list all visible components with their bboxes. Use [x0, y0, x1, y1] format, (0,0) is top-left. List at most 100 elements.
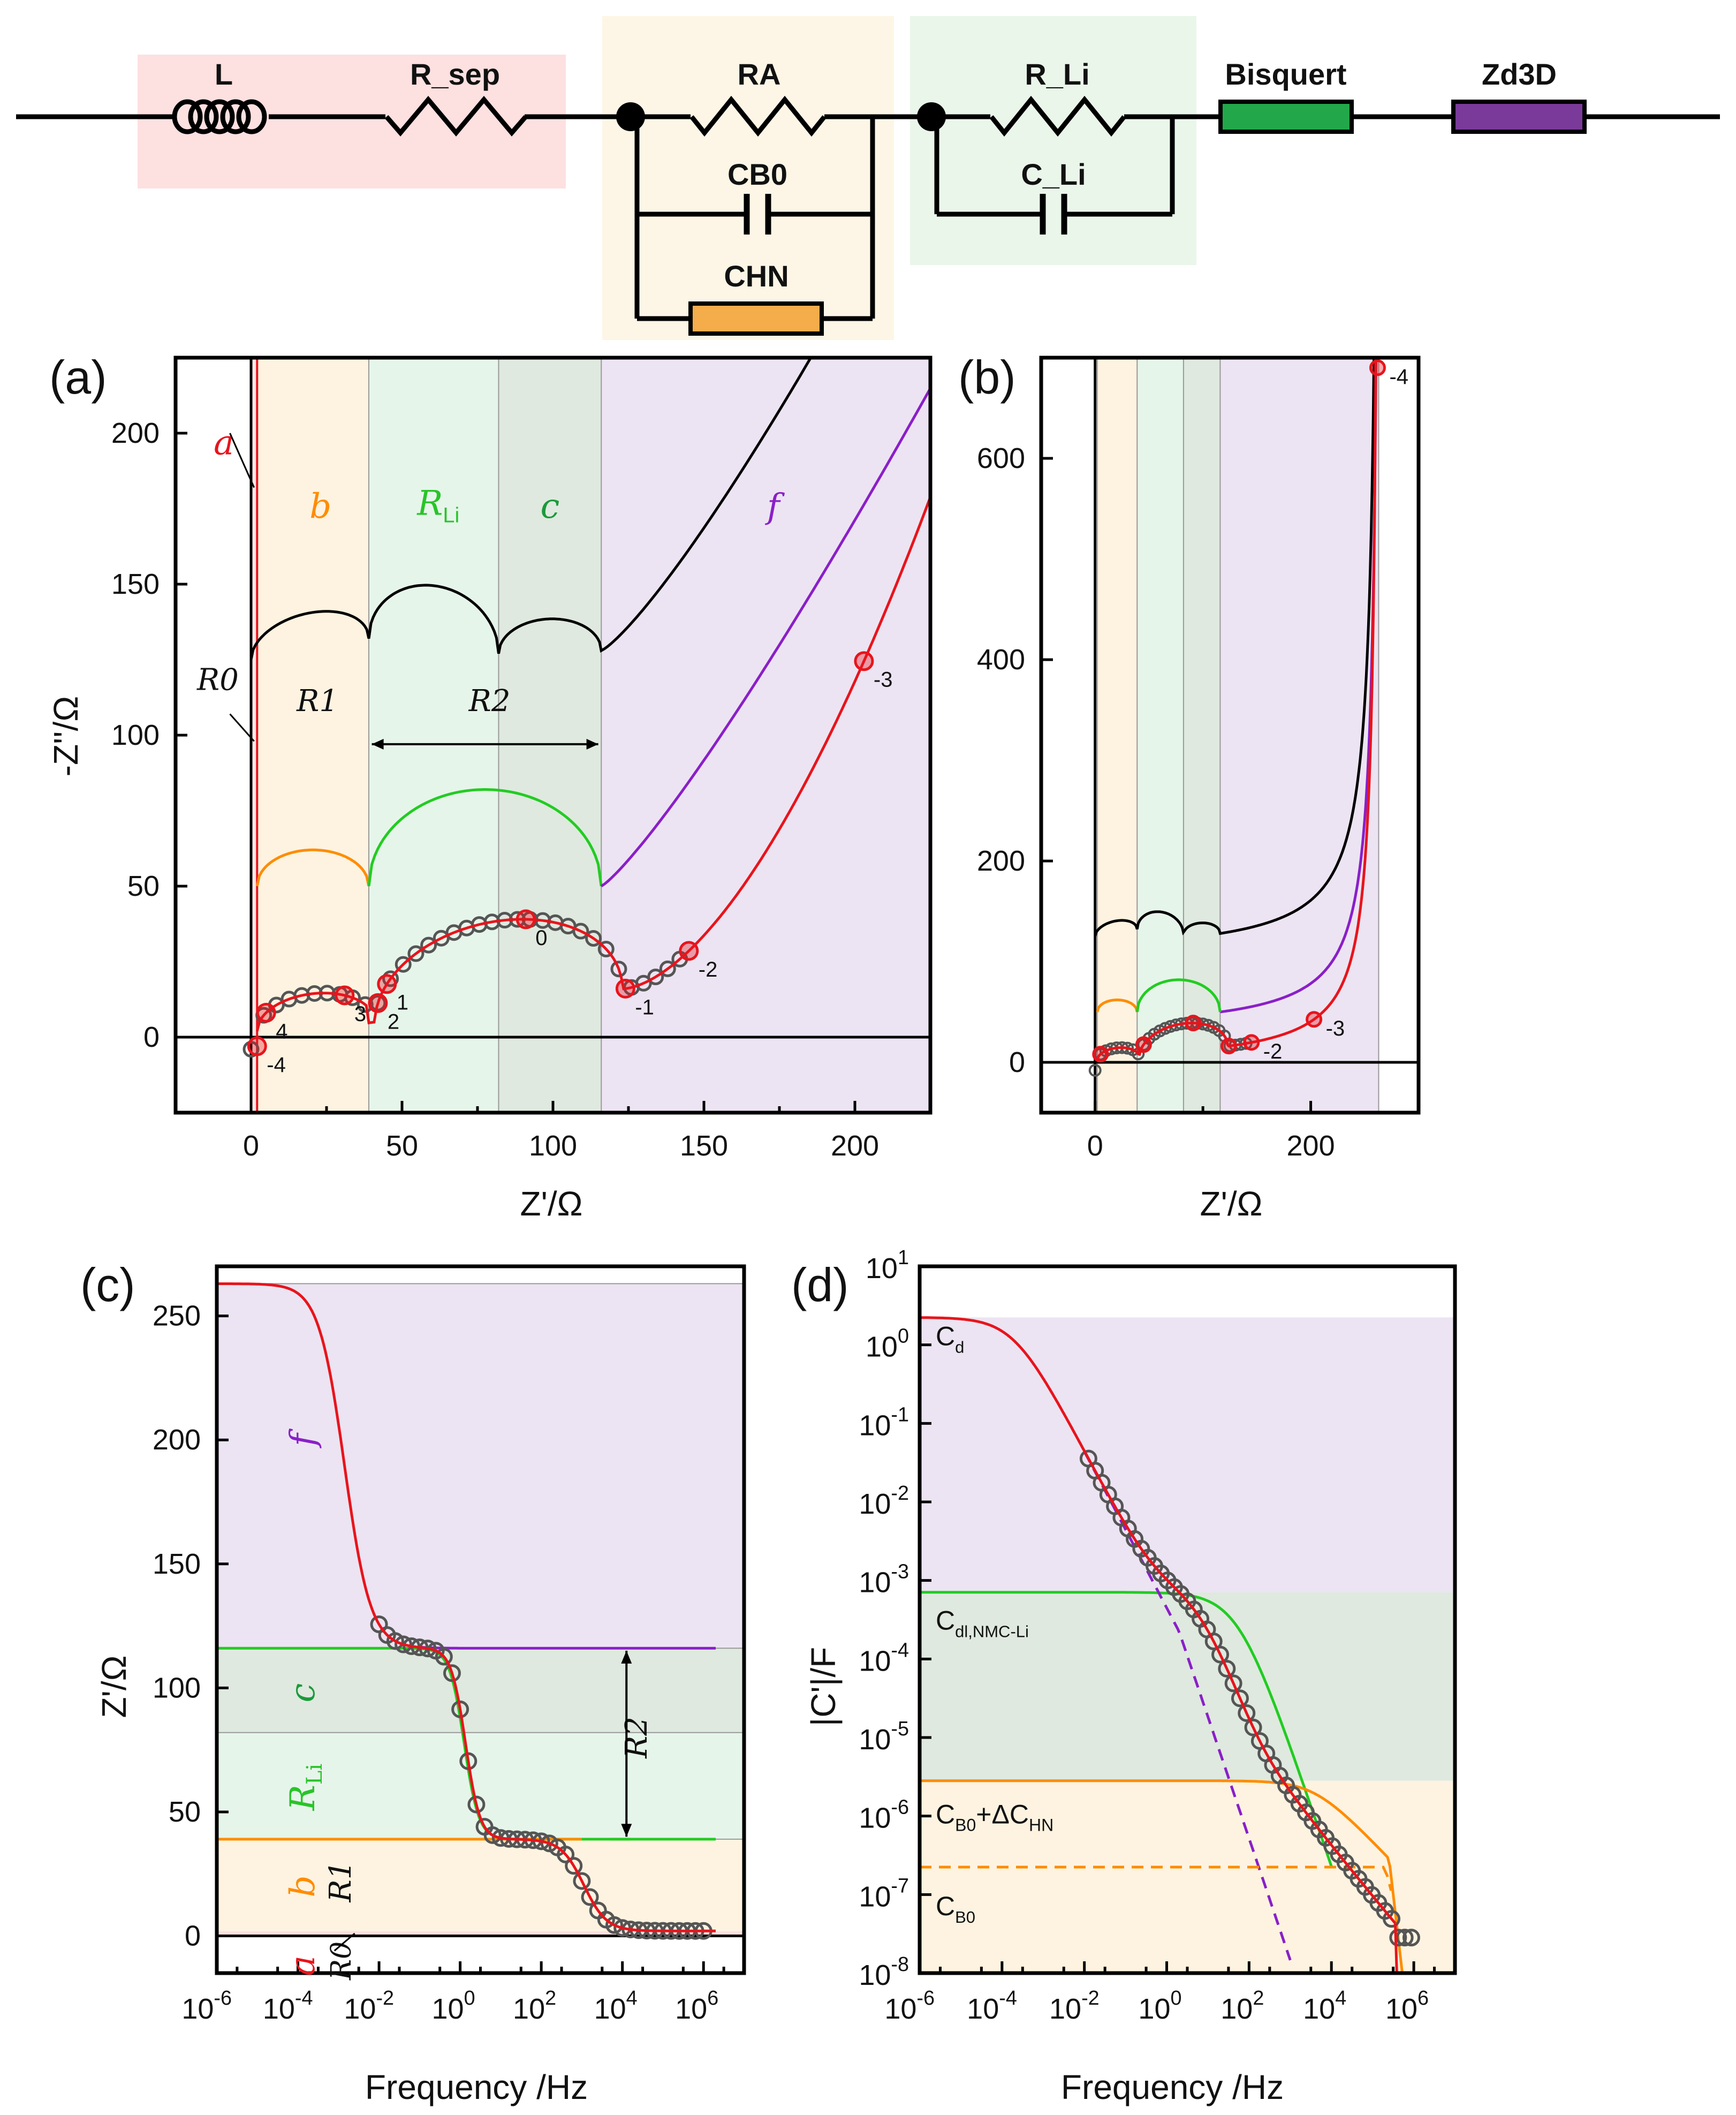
y-tick-label: 400: [977, 644, 1025, 676]
y-tick-label: 250: [153, 1300, 201, 1332]
frequency-decade-marker: [854, 651, 874, 671]
zone-label-a: a: [283, 1955, 323, 1976]
y-tick-label: 200: [153, 1424, 201, 1456]
x-tick-label: 102: [1220, 1987, 1264, 2025]
decade-label: -4: [267, 1053, 286, 1077]
zone-f: [920, 1317, 1455, 1592]
label-cd: Cd: [936, 1321, 964, 1356]
panel-d-plot-area: [920, 1316, 1455, 1973]
y-tick-label: 600: [977, 442, 1025, 474]
x-tick-label: 200: [831, 1130, 879, 1162]
y-tick-label: 100: [866, 1325, 909, 1363]
frequency-decade-marker: [1220, 1038, 1237, 1055]
measured-marker: [573, 1872, 591, 1890]
label-cdl: Cdl,NMC-Li: [936, 1606, 1029, 1641]
measured-marker: [1088, 1064, 1102, 1077]
x-tick-label: 10-4: [263, 1987, 313, 2025]
panel-a-label: (a): [49, 351, 107, 404]
label-cb0: CB0: [936, 1891, 975, 1927]
y-tick-label: 50: [127, 870, 160, 902]
panel-b-x-axis-title: Z'/Ω: [1200, 1184, 1263, 1223]
series-purple-curve: [419, 1645, 716, 1650]
frequency-decade-marker: [516, 909, 536, 930]
measured-marker: [382, 970, 399, 987]
measured-markers: [1079, 1449, 1420, 1947]
decade-label: 3: [354, 1002, 366, 1026]
decade-label: 2: [388, 1010, 399, 1033]
series-red-fit-curve: [255, 496, 930, 1032]
frequency-decade-marker: [679, 941, 699, 961]
zone-label-rli: RLi: [416, 484, 459, 527]
zone-c: [920, 1592, 1455, 1781]
measured-marker: [1244, 1718, 1262, 1736]
inductor-label: L: [215, 57, 233, 91]
panel-b-label: (b): [958, 351, 1016, 404]
x-tick-label: 200: [1287, 1130, 1335, 1162]
decade-label: -2: [1263, 1040, 1283, 1063]
series-green-curve: [367, 788, 603, 887]
series-black-curve: [249, 358, 813, 660]
chn-element-box: [688, 301, 824, 336]
x-tick-label: 10-6: [181, 1987, 232, 2025]
panel-c-y-axis-title: Z'/Ω: [95, 1656, 133, 1718]
y-tick-label: 10-8: [859, 1953, 909, 1991]
decade-label: 4: [276, 1019, 287, 1043]
zd3d-element-box: [1451, 100, 1587, 134]
measured-marker: [585, 930, 602, 947]
measured-marker: [369, 994, 386, 1011]
zone-rli: [368, 358, 499, 1113]
decade-label: 1: [397, 991, 408, 1015]
measured-marker: [540, 1834, 558, 1853]
decade-label: -2: [699, 958, 718, 981]
frequency-decade-marker: [1369, 359, 1386, 376]
zone-b: [1097, 358, 1138, 1113]
rli-resistor-symbol: [989, 95, 1126, 137]
equivalent-circuit: L R_sep RA CB0 CHN R_Li C_Li: [16, 16, 1720, 340]
x-tick-label: 106: [1385, 1987, 1429, 2025]
ra-resistor-symbol: [689, 95, 827, 137]
zone-b: [217, 1839, 744, 1931]
measured-marker: [1218, 1659, 1236, 1678]
series-green-curve: [1135, 978, 1222, 1013]
x-tick-label: 0: [1087, 1130, 1103, 1162]
series-purple-curve: [1219, 358, 1378, 1014]
measured-marker: [1383, 1910, 1401, 1928]
x-tick-label: 106: [675, 1987, 718, 2025]
frequency-decade-marker: [256, 1002, 276, 1023]
panel-b-nyquist-full: -2 -3 -4 0 200 0 200 400 600: [977, 356, 1421, 1162]
frequency-decade-marker: [247, 1036, 267, 1056]
zone-f: [1220, 358, 1379, 1113]
cli-label: C_Li: [1021, 157, 1086, 191]
series-black-curve: [1094, 358, 1376, 937]
zone-label-c: c: [540, 487, 559, 526]
ra-label: RA: [738, 57, 781, 91]
y-tick-label: 10-1: [859, 1403, 909, 1441]
y-tick-label: 10-4: [859, 1639, 909, 1677]
series-orange-curve: [255, 848, 370, 887]
measured-marker: [420, 936, 437, 954]
y-tick-label: 200: [111, 417, 160, 449]
zone-label-a: a: [214, 423, 234, 463]
measured-marker: [443, 1664, 461, 1682]
separator-resistor-label: R_sep: [410, 57, 500, 91]
measured-marker: [407, 945, 424, 962]
y-tick-label: 10-2: [859, 1482, 909, 1520]
y-tick-label: 0: [1009, 1046, 1025, 1078]
y-tick-label: 150: [111, 568, 160, 600]
zone-a: [217, 1931, 744, 1936]
frequency-decade-marker: [1243, 1034, 1260, 1051]
x-tick-label: 10-6: [884, 1987, 935, 2025]
annotation-r1: R1: [296, 684, 338, 719]
series-orange-dashed-curve: [920, 1865, 1393, 1891]
x-tick-label: 102: [513, 1987, 556, 2025]
measured-marker: [483, 1826, 502, 1844]
zd3d-label: Zd3D: [1482, 57, 1557, 91]
panel-a-x-axis-title: Z'/Ω: [520, 1184, 583, 1223]
decade-label: -3: [1326, 1017, 1345, 1040]
panel-b-frame: [1039, 356, 1421, 1115]
zone-label-c: c: [283, 1683, 323, 1703]
panel-a-y-axis-title: -Z''/Ω: [47, 696, 85, 776]
x-tick-label: 104: [1303, 1987, 1346, 2025]
frequency-decade-marker: [615, 978, 635, 999]
